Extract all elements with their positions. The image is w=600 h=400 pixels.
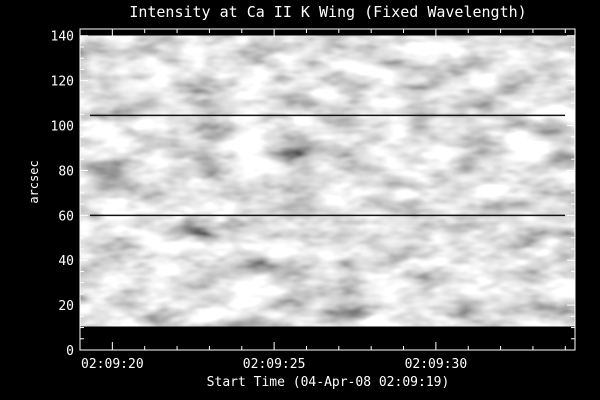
x-tick-label: 02:09:25 xyxy=(243,357,306,372)
y-tick-label: 60 xyxy=(58,209,74,224)
y-axis-label: arcsec xyxy=(27,160,41,203)
y-axis: 0 20 40 60 80 100 120 140 xyxy=(51,30,575,359)
x-tick-label: 02:09:30 xyxy=(405,357,468,372)
y-tick-label: 100 xyxy=(51,120,74,135)
y-tick-label: 120 xyxy=(51,75,74,90)
y-tick-label: 20 xyxy=(58,299,74,314)
plot-area xyxy=(80,29,575,350)
intensity-image xyxy=(80,35,575,327)
x-tick-label: 02:09:20 xyxy=(81,357,144,372)
chart-title: Intensity at Ca II K Wing (Fixed Wavelen… xyxy=(129,3,526,21)
x-axis: 02:09:20 02:09:25 02:09:30 xyxy=(79,29,566,372)
y-tick-label: 40 xyxy=(58,254,74,269)
plot-frame xyxy=(79,28,576,351)
x-axis-label: Start Time (04-Apr-08 02:09:19) xyxy=(207,375,450,390)
y-tick-label: 140 xyxy=(51,30,74,45)
y-tick-label: 80 xyxy=(58,164,74,179)
intensity-texture xyxy=(80,35,575,327)
y-tick-label: 0 xyxy=(66,344,74,359)
